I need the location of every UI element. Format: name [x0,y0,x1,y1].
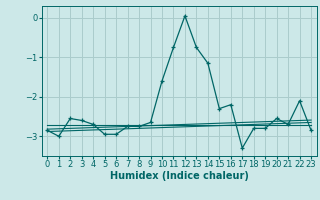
X-axis label: Humidex (Indice chaleur): Humidex (Indice chaleur) [110,171,249,181]
